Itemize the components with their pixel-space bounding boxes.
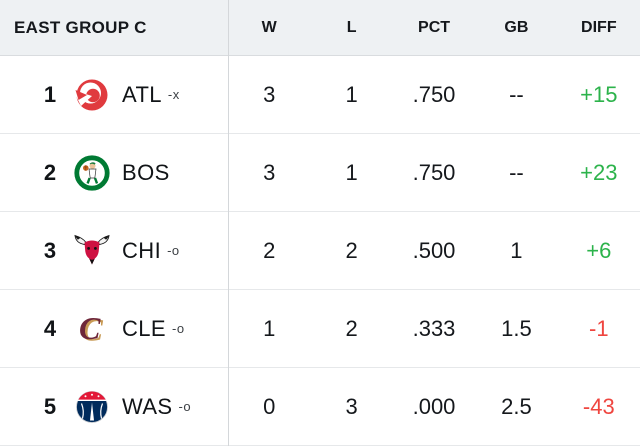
wins-cell: 1 bbox=[263, 315, 276, 341]
wins-cell: 0 bbox=[263, 393, 276, 419]
atlanta-hawks-logo bbox=[72, 75, 112, 115]
standings-row-chi[interactable]: 3 CHI -o 2 2 .500 bbox=[0, 212, 640, 290]
team-clinch-suffix: -o bbox=[172, 321, 185, 336]
pct-cell: .000 bbox=[412, 393, 456, 419]
gb-cell: -- bbox=[509, 81, 524, 107]
losses-cell: 2 bbox=[345, 237, 358, 263]
column-header-pct: PCT bbox=[418, 18, 451, 36]
team-clinch-suffix: -x bbox=[167, 87, 180, 102]
column-header-wins: W bbox=[261, 18, 277, 36]
column-divider bbox=[228, 0, 229, 446]
losses-cell: 2 bbox=[345, 315, 358, 341]
standings-row-was[interactable]: 5 WAS -o 0 3 bbox=[0, 368, 640, 446]
team-abbr: CLE bbox=[122, 315, 166, 341]
team-clinch-suffix: -o bbox=[167, 243, 180, 258]
rank: 3 bbox=[43, 237, 57, 263]
losses-cell: 3 bbox=[345, 393, 358, 419]
standings-row-cle[interactable]: 4 C C CLE -o 1 2 .333 1.5 -1 bbox=[0, 290, 640, 368]
gb-cell: -- bbox=[509, 159, 524, 185]
standings-header: EAST GROUP C W L PCT GB DIFF bbox=[0, 0, 640, 56]
standings-row-bos[interactable]: 2 BOS 3 1 .750 -- +2 bbox=[0, 134, 640, 212]
rank: 4 bbox=[43, 315, 57, 341]
diff-cell: -1 bbox=[589, 315, 609, 341]
column-header-gb: GB bbox=[504, 18, 529, 36]
column-header-diff: DIFF bbox=[581, 18, 617, 36]
gb-cell: 1.5 bbox=[501, 315, 532, 341]
pct-cell: .500 bbox=[412, 237, 456, 263]
wins-cell: 2 bbox=[263, 237, 276, 263]
losses-cell: 1 bbox=[345, 159, 358, 185]
team-abbr: CHI bbox=[122, 237, 162, 263]
svg-text:C: C bbox=[79, 310, 101, 346]
gb-cell: 1 bbox=[510, 237, 523, 263]
pct-cell: .333 bbox=[412, 315, 456, 341]
standings-row-atl[interactable]: 1 ATL -x 3 1 .750 -- +15 bbox=[0, 56, 640, 134]
chicago-bulls-logo bbox=[72, 231, 112, 271]
diff-cell: +23 bbox=[580, 159, 618, 185]
team-abbr: BOS bbox=[122, 159, 170, 185]
boston-celtics-logo bbox=[72, 153, 112, 193]
team-abbr: ATL bbox=[122, 81, 162, 107]
pct-cell: .750 bbox=[412, 159, 456, 185]
rank: 2 bbox=[43, 159, 57, 185]
team-abbr: WAS bbox=[122, 393, 173, 419]
column-header-losses: L bbox=[346, 18, 357, 36]
rank: 5 bbox=[43, 393, 57, 419]
diff-cell: +6 bbox=[586, 237, 612, 263]
wins-cell: 3 bbox=[263, 81, 276, 107]
group-title: EAST GROUP C bbox=[14, 17, 147, 37]
team-clinch-suffix: -o bbox=[178, 399, 192, 414]
rank: 1 bbox=[43, 81, 57, 107]
diff-cell: -43 bbox=[582, 393, 615, 419]
losses-cell: 1 bbox=[345, 81, 358, 107]
svg-text:C: C bbox=[82, 311, 104, 347]
pct-cell: .750 bbox=[412, 81, 456, 107]
gb-cell: 2.5 bbox=[501, 393, 532, 419]
wins-cell: 3 bbox=[263, 159, 276, 185]
washington-wizards-logo bbox=[72, 387, 112, 427]
cleveland-cavaliers-logo: C C bbox=[72, 309, 112, 349]
diff-cell: +15 bbox=[580, 81, 618, 107]
